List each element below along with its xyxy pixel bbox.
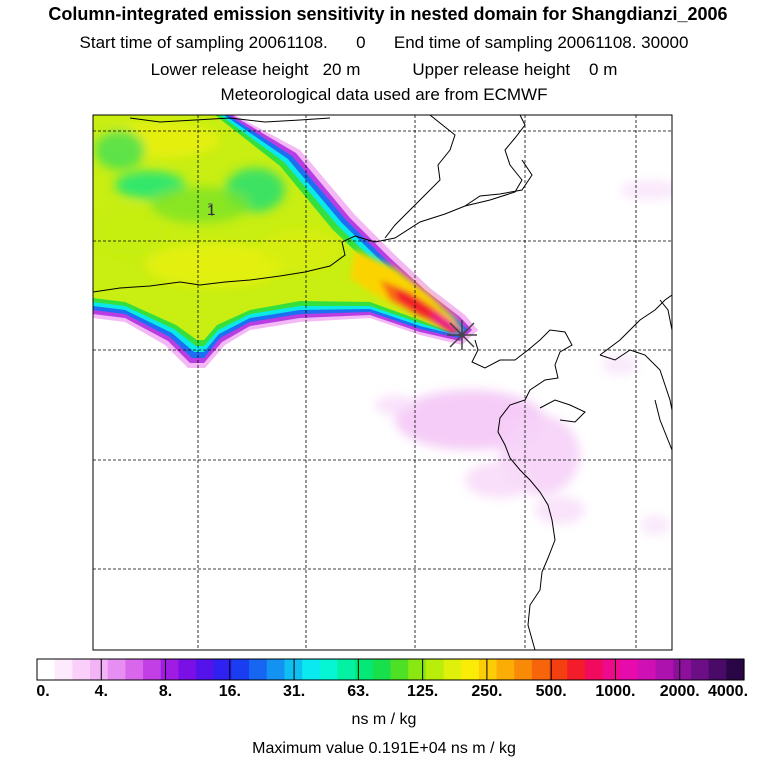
- colorbar-swatch: [390, 659, 409, 680]
- subtitle-met-data: Meteorological data used are from ECMWF: [220, 85, 548, 104]
- colorbar-swatch: [372, 659, 392, 680]
- subtitle-sampling-time: Start time of sampling 20061108. 0 End t…: [79, 33, 689, 52]
- plume-core: [350, 250, 465, 334]
- colorbar-swatch: [355, 659, 374, 680]
- colorbar-tick-label: 0.: [36, 683, 50, 700]
- colorbar-tick-label: 4.: [94, 683, 108, 700]
- colorbar-swatch: [690, 659, 710, 680]
- maximum-value-label: Maximum value 0.191E+04 ns m / kg: [252, 740, 516, 757]
- colorbar-swatch: [196, 659, 215, 680]
- coastlines: [93, 115, 672, 650]
- colorbar-tick-label: 500.: [535, 683, 567, 700]
- faint-sensitivity-patches: [375, 180, 672, 535]
- colorbar-swatch: [125, 659, 144, 680]
- contour-line: [208, 203, 213, 216]
- receptor-marker: [447, 320, 477, 350]
- chart-title: Column-integrated emission sensitivity i…: [48, 4, 728, 24]
- colorbar-swatch: [514, 659, 533, 680]
- plume-interior: [95, 122, 340, 287]
- colorbar-swatch: [178, 659, 197, 680]
- colorbar-units: ns m / kg: [351, 711, 417, 728]
- colorbar-swatch: [319, 659, 339, 680]
- colorbar-swatch: [408, 659, 427, 680]
- colorbar-swatch: [637, 659, 657, 680]
- colorbar-swatch: [726, 659, 745, 680]
- colorbar-swatch: [602, 659, 621, 680]
- colorbar-swatch: [531, 659, 551, 680]
- colorbar-tick-label: 2000.: [659, 683, 700, 700]
- colorbar-swatch: [584, 659, 604, 680]
- colorbar-swatch: [284, 659, 303, 680]
- colorbar-swatch: [673, 659, 692, 680]
- colorbar-tick-label: 16.: [218, 683, 241, 700]
- colorbar-swatch: [478, 659, 498, 680]
- plume: [93, 115, 478, 368]
- colorbar-swatch: [496, 659, 515, 680]
- colorbar-tick-label: 250.: [471, 683, 503, 700]
- colorbar: [36, 658, 745, 681]
- colorbar-swatch: [266, 659, 286, 680]
- contour-label: 1: [207, 202, 215, 219]
- colorbar-swatch: [620, 659, 639, 680]
- emission-field: [93, 115, 672, 650]
- colorbar-tick-label: 4000.: [707, 683, 749, 700]
- colorbar-swatch: [425, 659, 445, 680]
- colorbar-swatch: [249, 659, 268, 680]
- colorbar-swatch: [160, 659, 180, 680]
- colorbar-swatch: [143, 659, 162, 680]
- colorbar-swatch: [231, 659, 250, 680]
- colorbar-swatch: [302, 659, 321, 680]
- colorbar-swatch: [213, 659, 233, 680]
- colorbar-swatch: [37, 659, 56, 680]
- colorbar-tick-label: 125.: [407, 683, 439, 700]
- colorbar-swatch: [72, 659, 91, 680]
- colorbar-swatch: [90, 659, 109, 680]
- map-frame: [92, 114, 673, 651]
- colorbar-swatch: [567, 659, 586, 680]
- colorbar-swatch: [443, 659, 462, 680]
- colorbar-tick-label: 1000.: [595, 683, 636, 700]
- colorbar-swatch: [655, 659, 674, 680]
- colorbar-swatch: [54, 659, 73, 680]
- colorbar-tick-label: 31.: [282, 683, 306, 700]
- colorbar-swatch: [549, 659, 568, 680]
- colorbar-frame: [36, 658, 745, 681]
- colorbar-swatch: [461, 659, 480, 680]
- gridlines: [93, 115, 672, 650]
- colorbar-tick-label: 8.: [158, 683, 173, 700]
- colorbar-swatch: [708, 659, 727, 680]
- colorbar-swatch: [337, 659, 356, 680]
- colorbar-swatch: [107, 659, 126, 680]
- colorbar-tick-label: 63.: [347, 683, 370, 700]
- subtitle-release-height: Lower release height 20 m Upper release …: [150, 60, 618, 79]
